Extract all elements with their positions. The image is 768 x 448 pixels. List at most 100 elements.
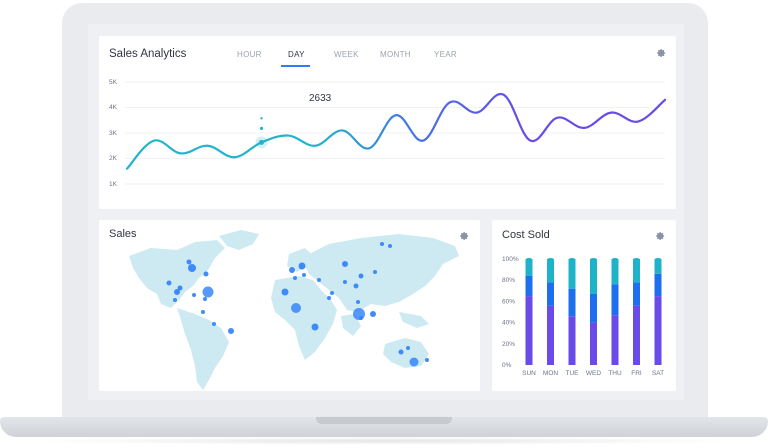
sales-location-dot: [398, 349, 404, 355]
sales-location-dot: [358, 273, 364, 279]
y-tick: 3K: [109, 130, 117, 137]
sales-location-dot: [291, 303, 301, 313]
sales-location-dot: [359, 316, 363, 320]
sales-location-dot: [356, 300, 360, 304]
card-title: Sales: [109, 228, 137, 240]
sales-location-dot: [311, 323, 319, 331]
bar-segment: [547, 282, 554, 306]
highlight-point: [259, 139, 264, 145]
bar-segment: [568, 316, 576, 365]
y-tick-label: 100%: [502, 256, 519, 263]
bar-segment: [525, 259, 533, 276]
highlight-dot: [259, 126, 264, 130]
y-tick: 2K: [109, 155, 117, 162]
sales-location-dot: [212, 322, 216, 326]
highlight-value: 2633: [309, 93, 332, 104]
sales-location-dot: [370, 311, 376, 317]
y-tick-label: 0%: [502, 362, 512, 369]
continent-shape: [177, 308, 229, 390]
sales-location-dot: [353, 308, 365, 320]
sales-location-dot: [406, 346, 410, 350]
bar-segment: [633, 259, 640, 283]
sales-location-dot: [330, 291, 334, 295]
sales-location-dot: [302, 273, 306, 277]
gear-icon[interactable]: [458, 230, 470, 242]
bar-segment: [525, 296, 533, 365]
sales-location-dot: [343, 280, 347, 284]
x-tick-label: TUE: [566, 370, 580, 377]
sales-location-dot: [192, 293, 196, 297]
x-tick-label: WED: [586, 370, 601, 377]
bar-chart: 100% 80% 60% 40% 20% 0% SUN MON TUE WED THU FRI SAT: [502, 256, 664, 377]
tab-hour[interactable]: HOUR: [237, 50, 262, 59]
sales-location-dot: [293, 276, 297, 280]
bar-cap: [568, 258, 576, 261]
bar-segment: [590, 322, 597, 365]
sales-location-dot: [174, 289, 180, 295]
series-line: [125, 92, 667, 170]
sales-location-dot: [327, 296, 331, 300]
bar-segment: [633, 282, 640, 306]
bar-segment: [590, 293, 597, 323]
sales-location-dot: [388, 244, 392, 248]
sales-location-dot: [203, 271, 209, 277]
continent-shape: [305, 234, 459, 312]
y-tick-label: 40%: [502, 320, 515, 327]
sales-location-dot: [177, 285, 183, 291]
x-tick-label: THU: [608, 370, 622, 377]
world-map: [129, 230, 459, 390]
bar-cap: [590, 258, 597, 261]
sales-location-dot: [342, 261, 348, 267]
gear-icon[interactable]: [654, 230, 666, 242]
sales-location-dot: [425, 358, 429, 362]
bar-segment: [568, 259, 576, 289]
bar-segment: [654, 259, 662, 274]
bar-segment: [547, 305, 554, 365]
bar-segment: [525, 275, 533, 297]
gear-icon[interactable]: [655, 47, 667, 59]
sales-location-dot: [298, 262, 306, 270]
sales-location-dot: [166, 280, 172, 286]
bar-segment: [568, 288, 576, 317]
sales-location-dot: [228, 328, 234, 334]
sales-location-dot: [353, 283, 359, 289]
active-tab-indicator: [281, 65, 310, 67]
cost-sold-card: 100% 80% 60% 40% 20% 0% SUN MON TUE WED THU FRI SAT …: [492, 220, 676, 391]
bar-segment: [611, 315, 619, 365]
tab-year[interactable]: YEAR: [434, 50, 457, 59]
card-title: Sales Analytics: [109, 48, 187, 60]
y-tick-label: 80%: [502, 277, 515, 284]
continent-shape: [341, 314, 361, 336]
bar-cap: [611, 258, 619, 261]
laptop-base: [0, 417, 768, 437]
sales-location-dot: [281, 288, 289, 296]
y-tick: 4K: [109, 104, 117, 111]
y-tick-label: 20%: [502, 341, 515, 348]
tab-month[interactable]: MONTH: [380, 50, 411, 59]
bar-segment: [611, 259, 619, 285]
sales-location-dot: [203, 297, 207, 301]
highlight-dot: [260, 117, 263, 120]
x-tick-label: SAT: [652, 370, 664, 377]
continent-shape: [271, 276, 337, 360]
bar-cap: [654, 258, 662, 261]
bar-cap: [547, 258, 554, 261]
continent-shape: [383, 338, 429, 368]
bar-segment: [611, 284, 619, 316]
sales-location-dot: [173, 298, 177, 302]
bar-segment: [547, 259, 554, 283]
sales-location-dot: [186, 259, 192, 265]
sales-location-dot: [289, 267, 295, 273]
continent-shape: [219, 230, 259, 250]
sales-map-card: Sales: [99, 220, 480, 391]
bar-segment: [590, 259, 597, 294]
bar-segment: [654, 273, 662, 297]
tab-day[interactable]: DAY: [288, 50, 305, 59]
bar-segment: [633, 305, 640, 365]
tab-week[interactable]: WEEK: [334, 50, 359, 59]
y-tick: 1K: [109, 181, 117, 188]
bar-cap: [525, 258, 533, 261]
card-title: Cost Sold: [502, 229, 550, 241]
bar-segment: [654, 296, 662, 365]
x-tick-label: FRI: [631, 370, 642, 377]
